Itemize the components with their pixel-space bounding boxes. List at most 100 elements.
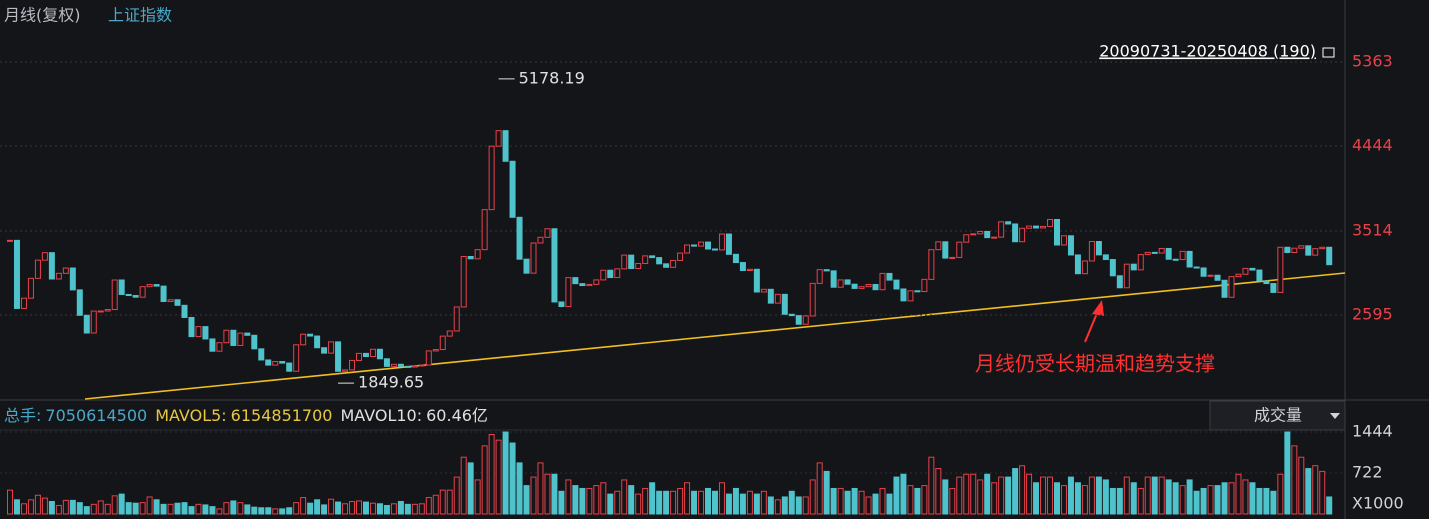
candle-body [732,253,739,264]
volume-bar [711,490,718,515]
volume-bar [1172,482,1179,515]
candle-body [1088,241,1095,262]
dropdown-arrow[interactable] [1330,413,1340,419]
volume-bar [1263,487,1270,515]
candle-body [34,259,41,279]
candle-body [48,252,55,280]
candle-body [328,341,335,354]
volume-bar [195,503,202,515]
indicator-select[interactable] [1209,400,1346,431]
candle-body [942,241,949,259]
volume-bar [565,479,572,515]
candle-body [579,283,586,287]
candle-body [1291,247,1298,253]
candle-body [293,344,300,372]
info-label: 总手: [4,406,41,425]
volume-bar [453,476,460,515]
volume-bar [558,490,565,515]
volume-bar [321,504,328,515]
candle-body [956,241,963,258]
volume-bar [865,496,872,515]
volume-bar [677,487,684,515]
candle-body [865,283,872,288]
volume-bar [600,482,607,515]
volume-bar [949,487,956,515]
volume-bar [1054,482,1060,515]
volume-bar [488,433,495,515]
volume-bar [705,487,711,515]
volume-bar [509,442,516,515]
volume-bar [767,496,774,515]
volume-bar [956,476,963,515]
volume-bar [314,499,321,515]
info-value: 6154851700 [231,406,333,425]
candle-body [83,314,90,334]
candle-body [488,145,495,211]
candle-body [593,279,600,285]
volume-bar [7,489,13,515]
candle-body [1116,275,1123,289]
info-label: MAVOL5: [155,406,226,425]
candle-body [439,335,446,351]
volume-bar [523,485,530,515]
candle-body [62,267,69,274]
candle-body [376,348,383,360]
volume-bar [586,487,593,515]
volume-tick-label: 722 [1352,463,1383,482]
candle-body [188,316,195,338]
volume-bar [537,462,544,515]
volume-bar [481,445,488,515]
candle-body [809,282,816,317]
candle-body [1228,276,1235,298]
candle-body [383,358,390,367]
volume-bar [572,485,579,515]
candle-body [1193,266,1200,269]
candle-body [125,293,132,297]
volume-bar [1012,468,1019,515]
volume-bar [628,485,635,515]
candle-body [279,361,286,364]
volume-bar [893,476,900,515]
volume-bar [928,456,935,515]
candle-body [537,236,544,244]
volume-bar [1130,482,1137,515]
volume-bar [614,490,621,515]
volume-bar [153,499,160,515]
candle-body [481,209,488,251]
annotation: 月线仍受长期温和趋势支撑 [975,352,1215,376]
lock-icon[interactable] [1322,47,1335,58]
candle-body [823,269,830,272]
volume-bar [732,487,739,515]
candle-body [118,279,125,295]
volume-bar [251,506,258,515]
volume-bar [244,504,251,515]
candle-body [418,364,425,367]
volume-bar [356,500,362,515]
candle-body [600,269,607,281]
volume-info: 总手: 7050614500 MAVOL5: 6154851700 MAVOL10: 60… [4,406,488,425]
candle-body [181,304,188,318]
volume-bar [1186,479,1193,515]
candle-body [760,288,767,293]
volume-bar [174,502,181,515]
volume-bar [1102,479,1109,515]
volume-bar [984,473,991,515]
candle-body [146,284,153,288]
volume-bar [907,485,914,515]
candle-body [160,285,167,302]
info-label: MAVOL10: [340,406,422,425]
candle-body [872,283,879,291]
candle-body [1256,269,1263,282]
high-label: 5178.19 [519,68,585,87]
volume-bar [739,493,746,515]
volume-bar [1305,468,1312,515]
volume-bar [977,479,984,515]
volume-bar [474,479,481,515]
candle-body [244,332,251,336]
candle-body [209,338,216,352]
volume-bar [1256,487,1263,515]
candle-body [1137,254,1144,271]
candle-body [711,248,718,251]
volume-bar [90,503,97,515]
